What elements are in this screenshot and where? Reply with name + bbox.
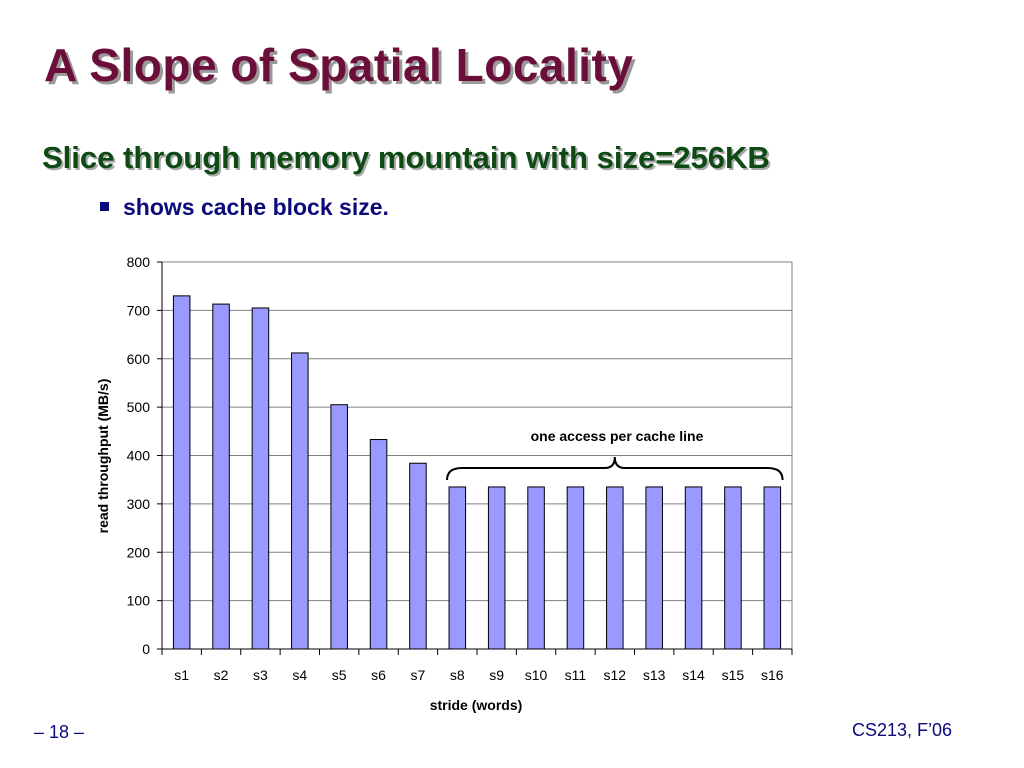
bar-s11 [566, 486, 585, 650]
curly-brace [446, 456, 784, 481]
bar-s7 [409, 462, 427, 650]
course-label: CS213, F’06 [852, 720, 953, 740]
page-number: – 18 – [34, 722, 85, 742]
bar-s13 [645, 486, 663, 650]
y-tick-label: 600 [127, 351, 151, 367]
axes [157, 261, 793, 655]
y-tick-label: 500 [127, 399, 151, 415]
bar-s10 [527, 486, 545, 650]
x-tick-label: s9 [489, 667, 504, 683]
x-tick-label: s16 [761, 667, 784, 683]
x-tick-label: s7 [411, 667, 426, 683]
x-tick-label: s3 [253, 667, 268, 683]
x-tick-label: s13 [643, 667, 666, 683]
x-tick-label: s10 [525, 667, 548, 683]
bar-s8 [448, 486, 467, 650]
annotation-text: one access per cache line [531, 428, 704, 444]
annotation: one access per cache line [446, 428, 784, 481]
x-tick-label: s15 [722, 667, 745, 683]
x-tick-label: s4 [292, 667, 307, 683]
bullet-item: shows cache block size. [100, 194, 389, 221]
y-tick-label: 0 [142, 641, 150, 657]
x-tick-label: s5 [332, 667, 347, 683]
y-tick-labels: 0 100 200 300 400 500 600 700 800 [127, 254, 151, 657]
y-axis-label: read throughput (MB/s) [95, 379, 111, 534]
bar-s16 [763, 486, 782, 650]
x-tick-label: s8 [450, 667, 465, 683]
x-tick-label: s14 [682, 667, 705, 683]
x-axis-label: stride (words) [430, 697, 523, 713]
slide-subtitle: Slice through memory mountain with size=… [42, 140, 770, 175]
y-tick-label: 300 [127, 496, 151, 512]
x-tick-label: s1 [174, 667, 189, 683]
x-tick-label: s2 [214, 667, 229, 683]
x-tick-labels: s1 s2 s3 s4 s5 s6 s7 s8 s9 s10 s11 s12 s13 s14 s15 s16 [174, 667, 784, 683]
bar-s14 [684, 486, 703, 650]
x-tick-label: s12 [604, 667, 627, 683]
x-tick-label: s11 [565, 667, 587, 683]
bar-s12 [606, 486, 624, 650]
bar-s3 [251, 307, 270, 650]
bar-s1 [172, 295, 191, 650]
bullet-text: shows cache block size. [123, 194, 389, 220]
square-bullet-icon [100, 202, 109, 212]
bar-s4 [291, 352, 309, 650]
bar-s15 [724, 486, 742, 650]
bars [172, 295, 782, 650]
y-tick-label: 700 [127, 302, 151, 318]
bar-s6 [369, 439, 388, 650]
bar-s9 [487, 486, 506, 650]
y-tick-label: 400 [127, 448, 151, 464]
bar-s5 [330, 404, 348, 650]
x-tick-label: s6 [371, 667, 386, 683]
y-tick-label: 200 [127, 544, 151, 560]
y-tick-label: 100 [127, 593, 151, 609]
y-tick-label: 800 [127, 254, 151, 270]
bar-s2 [212, 303, 230, 650]
slide-title: A Slope of Spatial Locality [44, 39, 634, 91]
